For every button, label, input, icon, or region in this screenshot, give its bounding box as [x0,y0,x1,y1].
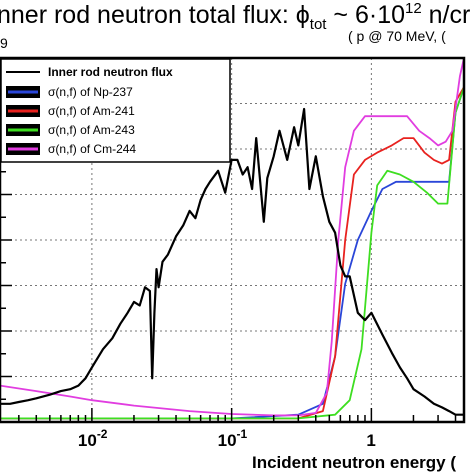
legend-label: σ(n,f) of Cm-244 [48,142,136,156]
legend-label: σ(n,f) of Np-237 [48,85,133,99]
chart-title: nner rod neutron total flux: ϕtot ~ 6·10… [0,0,470,33]
legend-entries: σ(n,f) of Np-237 σ(n,f) of Am-241 σ(n,f) o… [6,85,136,156]
chart-title-exponent: 12 [405,0,422,17]
x-tick-label-exponent: -1 [237,427,248,441]
chart-title-unit: n/cr [422,1,471,29]
legend-header: Inner rod neutron flux [48,65,173,79]
legend-label: σ(n,f) of Am-243 [48,123,135,137]
legend-label: σ(n,f) of Am-241 [48,104,135,118]
series-line-n-f-of-am-243 [0,86,465,420]
x-axis-label: Incident neutron energy ( [252,453,456,472]
grid [0,58,464,422]
series-line-inner-rod-neutron-flux [0,107,464,416]
y-axis-exponent: 9 [0,35,8,51]
x-tick-label: 10-1 [218,427,248,450]
x-tick-label-base: 1 [366,431,375,450]
x-tick-label-base: 10 [218,431,237,450]
x-tick-label-base: 10 [78,431,97,450]
legend: Inner rod neutron flux σ(n,f) of Np-237σ… [0,58,231,163]
chart-title-subscript: tot [310,16,328,33]
x-tick-label-exponent: -2 [97,427,108,441]
chart-title-main: nner rod neutron total flux: ϕ [0,1,310,29]
series-line-n-f-of-cm-244 [0,57,465,417]
x-tick-label: 1 [366,431,375,450]
chart-title-tail: ~ 6·10 [326,1,405,29]
chart-subtitle: ( p @ 70 MeV, ( [348,28,446,44]
x-tick-label: 10-2 [78,427,108,450]
